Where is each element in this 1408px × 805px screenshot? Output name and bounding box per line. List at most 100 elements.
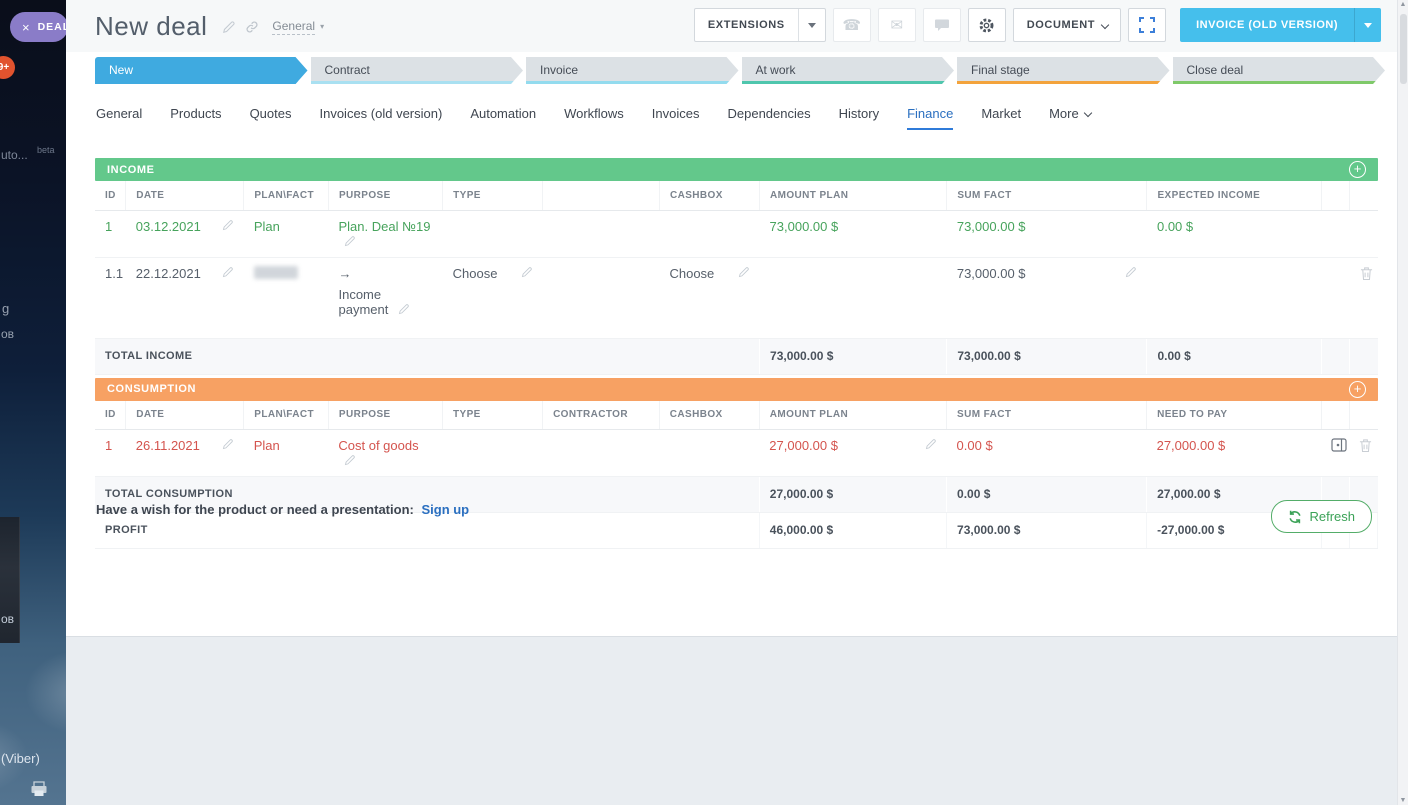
edit-icon[interactable] [398, 303, 410, 315]
sidebar-item-automation[interactable]: uto... [1, 148, 28, 162]
scrollbar-thumb[interactable] [1400, 14, 1407, 84]
delete-icon[interactable] [1360, 266, 1373, 281]
add-consumption-button[interactable]: + [1349, 381, 1366, 398]
cell-blank [543, 210, 660, 257]
invoice-dropdown-toggle[interactable] [1354, 8, 1381, 42]
stage-close-deal[interactable]: Close deal [1173, 57, 1386, 84]
scroll-down-arrow[interactable]: ▼ [1398, 797, 1408, 804]
deal-slider-pill[interactable]: × DEAL [10, 12, 66, 42]
income-section-header: INCOME + [95, 158, 1378, 181]
stage-contract[interactable]: Contract [311, 57, 524, 84]
pipeline-selector[interactable]: General ▾ [272, 19, 324, 35]
col-cashbox: CASHBOX [659, 181, 759, 210]
cell-purpose: Cost of goods [328, 430, 442, 477]
tab-more[interactable]: More [1049, 106, 1091, 128]
gear-icon [978, 17, 995, 34]
signup-link[interactable]: Sign up [421, 502, 469, 517]
document-label[interactable]: DOCUMENT [1014, 9, 1108, 41]
edit-icon[interactable] [344, 454, 356, 466]
consumption-table: ID DATE PLAN\FACT PURPOSE TYPE CONTRACTO… [95, 401, 1378, 550]
extensions-button[interactable]: EXTENSIONS [694, 8, 826, 42]
close-icon[interactable]: × [22, 21, 30, 34]
col-actions-1 [1321, 401, 1349, 430]
sidebar-item-viber[interactable]: (Viber) [1, 751, 40, 766]
edit-icon[interactable] [222, 438, 234, 450]
col-id: ID [95, 181, 126, 210]
stage-new[interactable]: New [95, 57, 308, 84]
notification-badge[interactable]: 9+ [0, 56, 15, 79]
income-header-row: ID DATE PLAN\FACT PURPOSE TYPE CASHBOX A… [95, 181, 1378, 210]
finance-section: INCOME + ID DATE PLAN\FACT PURPOSE TYPE [95, 158, 1378, 549]
tab-dependencies[interactable]: Dependencies [728, 106, 811, 128]
tab-history[interactable]: History [839, 106, 879, 128]
tab-market[interactable]: Market [981, 106, 1021, 128]
invoice-label[interactable]: INVOICE (OLD VERSION) [1180, 19, 1354, 31]
link-icon[interactable] [245, 20, 259, 34]
redacted-value [254, 266, 298, 279]
settings-button[interactable] [968, 8, 1006, 42]
col-amount-plan: AMOUNT PLAN [759, 401, 946, 430]
delete-icon[interactable] [1359, 438, 1372, 453]
refresh-button[interactable]: Refresh [1271, 500, 1372, 533]
pay-wallet-icon[interactable] [1331, 438, 1347, 452]
fullscreen-button[interactable] [1128, 8, 1166, 42]
email-button[interactable]: ✉ [878, 8, 916, 42]
edit-icon[interactable] [738, 266, 750, 278]
edit-title-icon[interactable] [222, 20, 236, 34]
col-purpose: PURPOSE [328, 181, 442, 210]
stage-final-stage[interactable]: Final stage [957, 57, 1170, 84]
col-plan-fact: PLAN\FACT [244, 401, 329, 430]
call-button[interactable]: ☎ [833, 8, 871, 42]
document-button[interactable]: DOCUMENT [1013, 8, 1121, 42]
choose-type-link[interactable]: Choose [453, 266, 498, 281]
choose-cashbox-link[interactable]: Choose [669, 266, 714, 281]
cell-plan-fact: Plan [244, 210, 329, 257]
sidebar-item-ov-1[interactable]: ов [1, 327, 14, 341]
add-income-button[interactable]: + [1349, 161, 1366, 178]
edit-icon[interactable] [344, 235, 356, 247]
cell-blank [543, 257, 660, 338]
tab-workflows[interactable]: Workflows [564, 106, 624, 128]
scroll-up-arrow[interactable]: ▲ [1398, 1, 1408, 8]
cell-cashbox [659, 210, 759, 257]
edit-icon[interactable] [222, 266, 234, 278]
tab-finance[interactable]: Finance [907, 106, 953, 130]
tab-quotes[interactable]: Quotes [250, 106, 292, 128]
toolbar: EXTENSIONS ☎ ✉ DOCUMENT INVOICE (OLD VER… [694, 8, 1381, 42]
edit-icon[interactable] [1125, 266, 1137, 278]
page-title: New deal [95, 11, 207, 42]
chevron-down-icon [1083, 109, 1091, 117]
wish-note: Have a wish for the product or need a pr… [96, 502, 469, 517]
col-type: TYPE [443, 181, 543, 210]
extensions-dropdown-toggle[interactable] [798, 9, 825, 41]
sidebar-item-g[interactable]: g [2, 301, 9, 316]
col-date: DATE [126, 181, 244, 210]
tab-invoices-old[interactable]: Invoices (old version) [319, 106, 442, 128]
refresh-icon [1288, 510, 1302, 524]
col-need-to-pay: NEED TO PAY [1147, 401, 1321, 430]
tab-automation[interactable]: Automation [470, 106, 536, 128]
tab-general[interactable]: General [96, 106, 142, 128]
col-actions-2 [1350, 181, 1378, 210]
tab-products[interactable]: Products [170, 106, 221, 128]
edit-icon[interactable] [521, 266, 533, 278]
consumption-section-title: CONSUMPTION [107, 383, 196, 395]
col-expected-income: EXPECTED INCOME [1147, 181, 1321, 210]
col-actions-2 [1349, 401, 1377, 430]
extensions-label[interactable]: EXTENSIONS [695, 9, 798, 41]
page-scrollbar[interactable]: ▲ ▼ [1397, 0, 1408, 805]
chat-button[interactable] [923, 8, 961, 42]
cell-sum-fact: 73,000.00 $ [947, 210, 1147, 257]
cell-type: Choose [443, 257, 543, 338]
stage-at-work[interactable]: At work [742, 57, 955, 84]
invoice-old-version-button[interactable]: INVOICE (OLD VERSION) [1180, 8, 1381, 42]
consumption-section-header: CONSUMPTION + [95, 378, 1378, 401]
sidebar-item-ov-2[interactable]: ов [1, 612, 14, 626]
stage-invoice[interactable]: Invoice [526, 57, 739, 84]
tab-invoices[interactable]: Invoices [652, 106, 700, 128]
left-sidebar: × DEAL 9+ uto... beta g ов ов (Viber) [0, 0, 66, 805]
edit-icon[interactable] [222, 219, 234, 231]
printer-icon[interactable] [30, 781, 48, 802]
chevron-down-icon: ▾ [320, 22, 324, 31]
edit-icon[interactable] [925, 438, 937, 450]
